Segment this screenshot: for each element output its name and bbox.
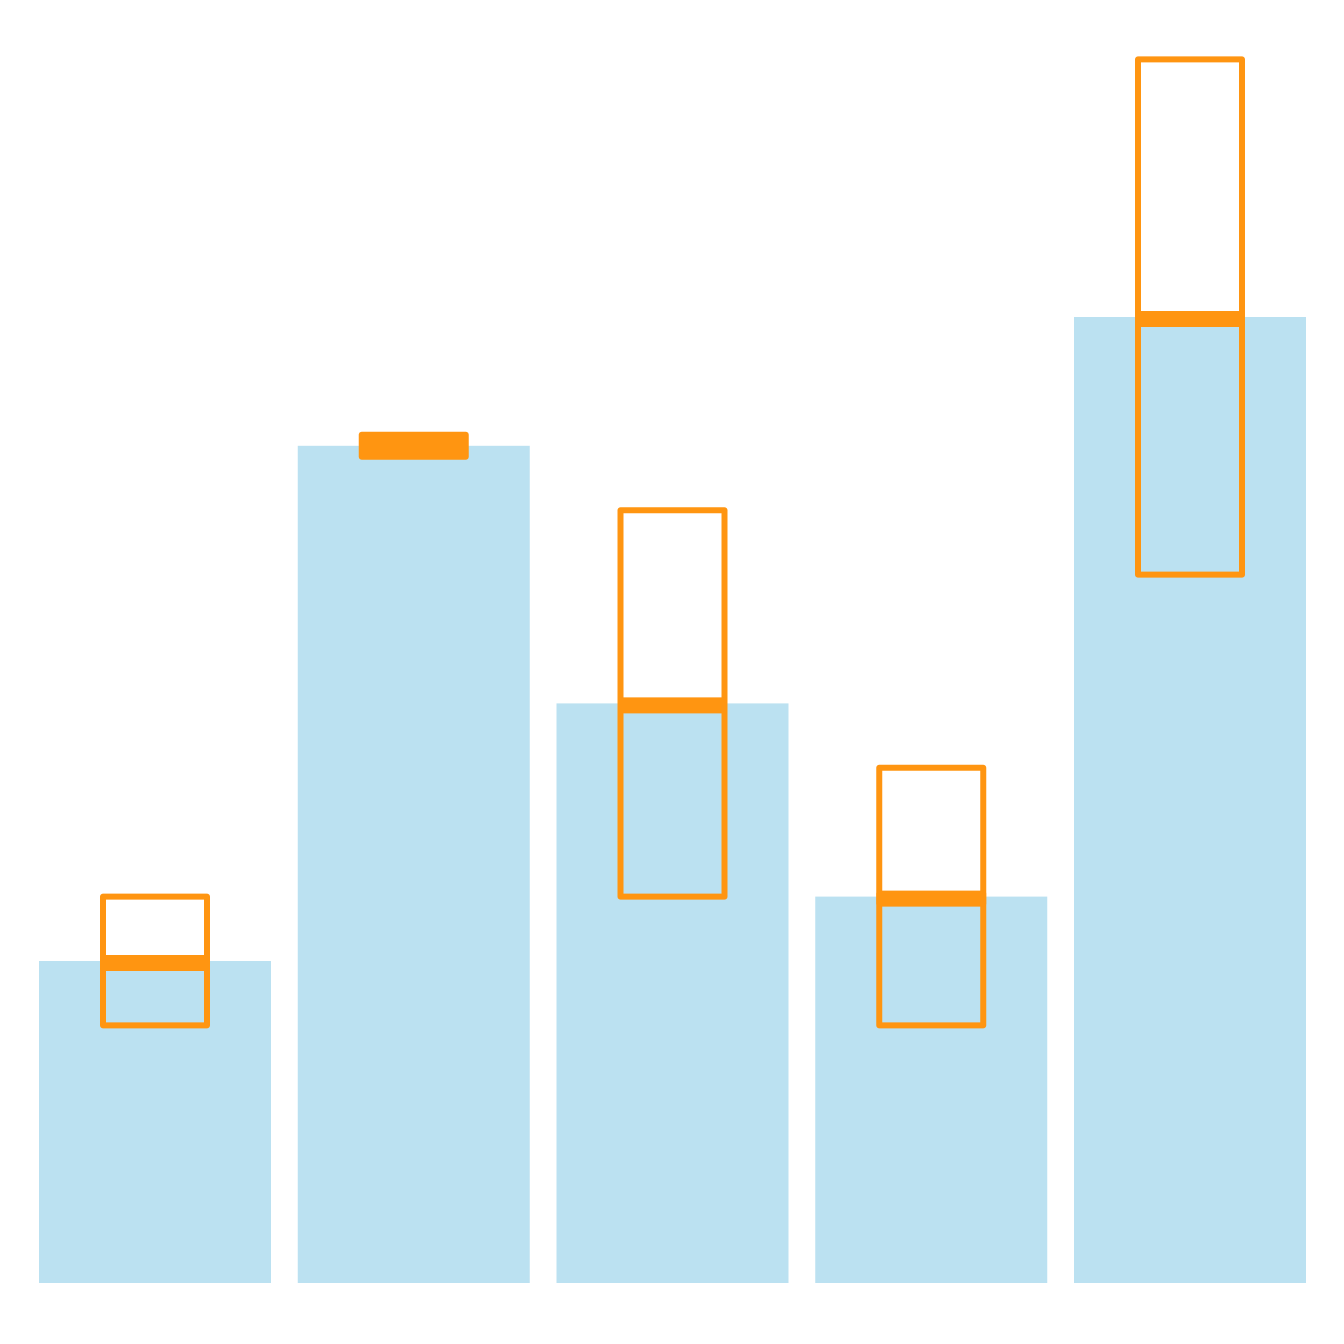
bar-4 bbox=[815, 896, 1048, 1283]
median-marker-5 bbox=[1135, 311, 1245, 327]
bar-3 bbox=[556, 703, 789, 1283]
median-marker-2 bbox=[358, 431, 469, 460]
error-box-5 bbox=[1135, 56, 1245, 578]
error-boxes-layer bbox=[100, 56, 1245, 1029]
bar-2 bbox=[297, 445, 530, 1283]
error-box-1 bbox=[100, 893, 210, 1029]
bars-layer bbox=[39, 317, 1306, 1283]
error-box-4 bbox=[876, 764, 987, 1029]
median-marker-1 bbox=[100, 955, 210, 971]
median-marker-4 bbox=[876, 890, 987, 907]
median-marker-3 bbox=[617, 697, 728, 714]
bar-5 bbox=[1074, 317, 1306, 1283]
error-box-2 bbox=[358, 431, 469, 460]
error-box-3 bbox=[617, 507, 728, 900]
bar-1 bbox=[39, 961, 271, 1283]
